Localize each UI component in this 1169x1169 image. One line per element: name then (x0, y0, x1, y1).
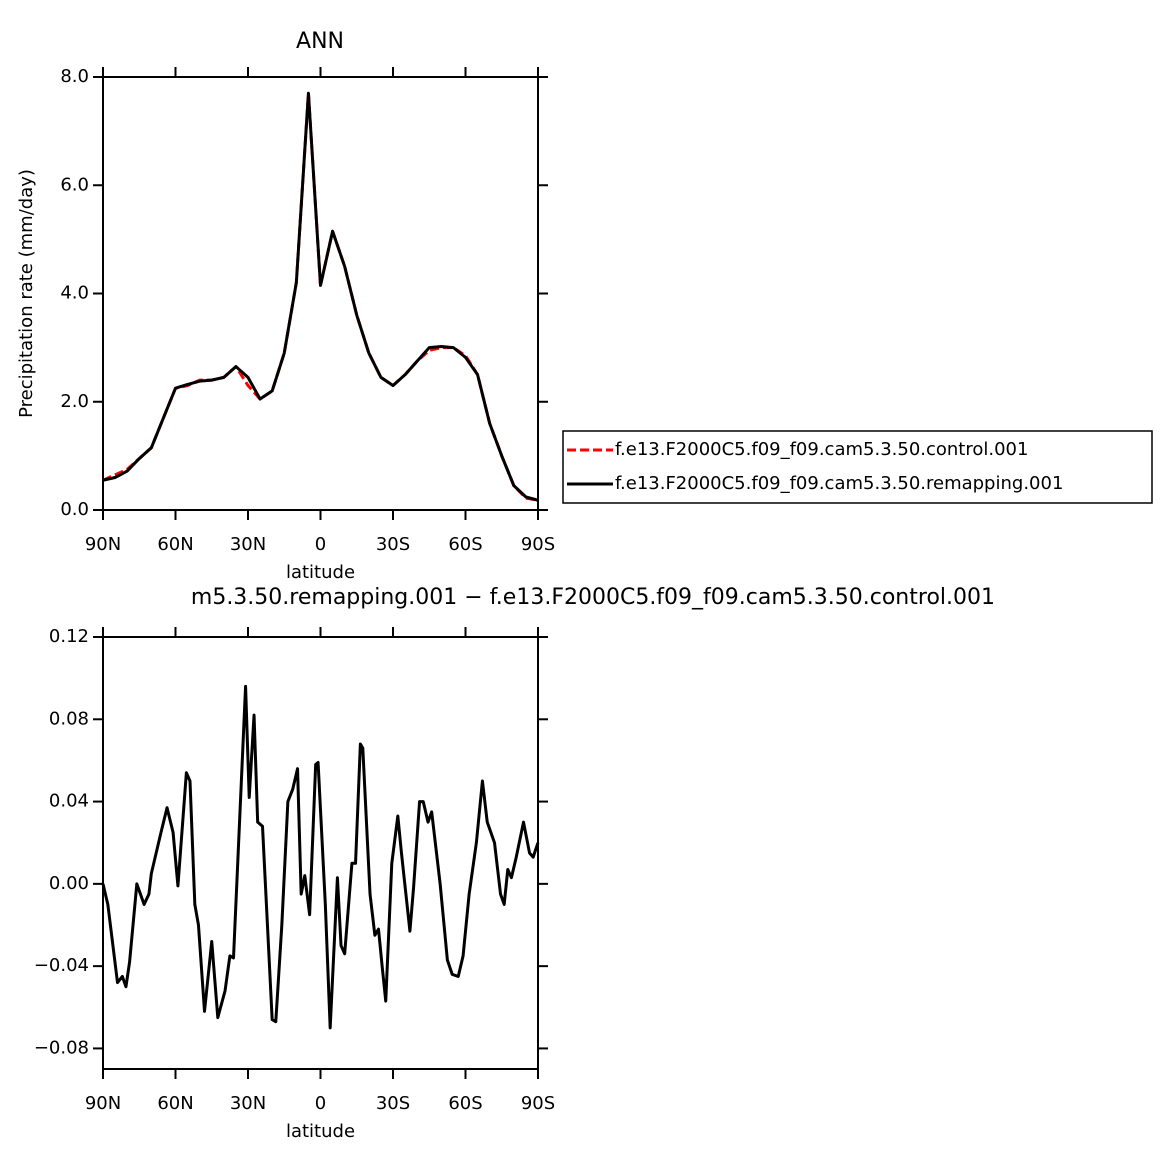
x-tick-label: 30S (376, 534, 410, 555)
chart-title: m5.3.50.remapping.001 − f.e13.F2000C5.f0… (191, 585, 995, 610)
y-tick-label: −0.08 (34, 1037, 89, 1058)
plot-frame (102, 76, 539, 511)
x-tick-label: 0 (315, 1093, 326, 1114)
y-tick-label: 6.0 (60, 174, 89, 195)
x-tick-label: 60S (448, 1093, 482, 1114)
x-tick-label: 60N (157, 534, 193, 555)
y-tick-label: 0.04 (49, 791, 89, 812)
x-tick-label: 30S (376, 1093, 410, 1114)
x-tick-label: 90S (521, 1093, 555, 1114)
y-tick-label: 8.0 (60, 66, 89, 87)
y-tick-label: 2.0 (60, 391, 89, 412)
legend-label: f.e13.F2000C5.f09_f09.cam5.3.50.control.… (615, 439, 1028, 460)
chart-title: ANN (296, 29, 344, 54)
x-axis-label: latitude (286, 1121, 355, 1142)
y-tick-label: 0.12 (49, 626, 89, 647)
x-tick-label: 90S (521, 534, 555, 555)
x-tick-label: 90N (85, 534, 121, 555)
y-tick-label: 4.0 (60, 283, 89, 304)
y-tick-label: 0.00 (49, 873, 89, 894)
x-axis-label: latitude (286, 562, 355, 583)
x-tick-label: 60S (448, 534, 482, 555)
y-axis-label: Precipitation rate (mm/day) (16, 169, 37, 418)
data-line (102, 91, 539, 502)
x-tick-label: 30N (230, 534, 266, 555)
legend-box (562, 430, 1153, 504)
x-tick-label: 0 (315, 534, 326, 555)
x-tick-label: 60N (157, 1093, 193, 1114)
y-tick-label: −0.04 (34, 955, 89, 976)
data-line (102, 91, 539, 502)
data-line (101, 684, 540, 1030)
y-tick-label: 0.08 (49, 708, 89, 729)
legend-label: f.e13.F2000C5.f09_f09.cam5.3.50.remappin… (615, 473, 1063, 494)
x-tick-label: 30N (230, 1093, 266, 1114)
plot-frame (102, 636, 539, 1070)
y-tick-label: 0.0 (60, 499, 89, 520)
x-tick-label: 90N (85, 1093, 121, 1114)
